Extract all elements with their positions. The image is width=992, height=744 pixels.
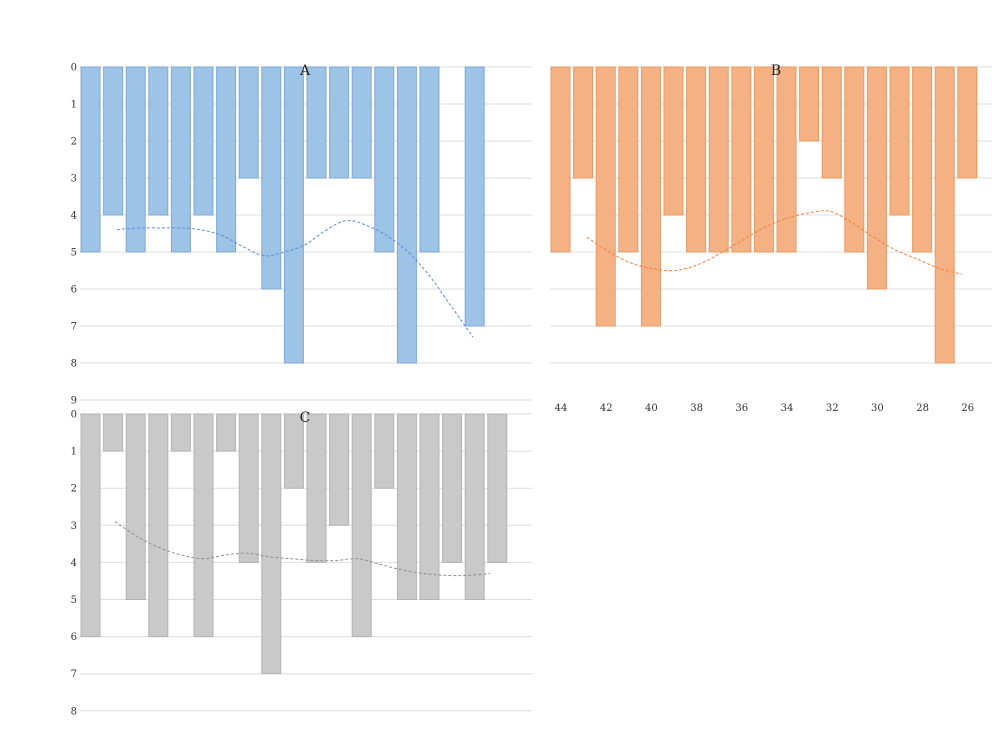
bar [374,66,395,253]
x-tick-label: 44 [555,403,568,414]
y-tick-label: 7 [71,322,77,333]
bar [487,413,508,563]
bar [238,66,259,179]
bar [329,413,350,526]
y-tick-label: 5 [71,595,77,606]
y-tick-label: 2 [71,137,77,148]
y-tick-label: 1 [71,447,77,458]
chart-panel-a: 0 1 2 3 4 5 6 7 8 9 A [71,63,532,407]
x-tick-label: 30 [871,403,884,414]
bar [663,66,684,216]
x-tick-label: 38 [690,403,703,414]
x-tick-label: 26 [961,403,974,414]
y-tick-label: 1 [71,100,77,111]
y-tick-label: 0 [71,410,77,421]
chart-panel-b: 44 42 40 38 36 34 32 30 28 26 B [550,63,992,414]
bar [125,413,146,600]
bar [216,66,237,253]
bar [753,66,774,253]
bar [799,66,820,142]
bar [80,413,101,638]
bar [329,66,350,179]
x-tick-label: 32 [826,403,839,414]
bar [776,66,797,253]
y-tick-label: 6 [71,285,77,296]
bar [934,66,955,364]
bar [866,66,887,290]
bar [80,66,101,253]
x-tick-label: 40 [645,403,658,414]
bar [464,66,485,327]
bar [238,413,259,563]
bar [821,66,842,179]
y-tick-label: 6 [71,632,77,643]
panel-title: A [299,63,311,79]
bar [889,66,910,216]
bar [618,66,639,253]
x-tick-label: 34 [781,403,794,414]
bar [419,66,440,253]
bar [595,66,616,327]
bar [419,413,440,600]
bar [351,66,372,179]
bar [283,413,304,489]
bar [396,66,417,364]
trendline [586,210,963,275]
y-tick-label: 3 [71,521,77,532]
bar [306,66,327,179]
x-tick-label: 42 [600,403,613,414]
bar [103,413,124,452]
y-tick-label: 8 [71,359,77,370]
y-tick-label: 9 [71,396,77,407]
bar [125,66,146,253]
bar [170,413,191,452]
y-tick-label: 5 [71,248,77,259]
bar [550,66,571,253]
bar [573,66,594,179]
bar [216,413,237,452]
bar [708,66,729,253]
panel-title: B [771,63,781,79]
y-tick-label: 7 [71,669,77,680]
bar [170,66,191,253]
y-tick-label: 4 [71,558,77,569]
bar [351,413,372,638]
bar [912,66,933,253]
bar [464,413,485,600]
bar [731,66,752,253]
y-tick-label: 3 [71,174,77,185]
bar [103,66,124,216]
bar [306,413,327,563]
bar [283,66,304,364]
bar [148,66,169,216]
y-tick-label: 8 [71,706,77,717]
bar [193,413,214,638]
bar [261,66,282,290]
panel-title: C [300,410,311,426]
y-tick-label: 0 [71,63,77,74]
bar [374,413,395,489]
bar [148,413,169,638]
y-tick-label: 4 [71,211,77,222]
bar [686,66,707,253]
trendline [116,219,474,338]
trendline [114,521,491,577]
bar [442,413,463,563]
x-tick-label: 36 [735,403,748,414]
bar [640,66,661,327]
bar [261,413,282,675]
y-tick-label: 2 [71,484,77,495]
bar [396,413,417,600]
bar [844,66,865,253]
bar [957,66,978,179]
x-tick-label: 28 [916,403,929,414]
chart-panel-c: 0 1 2 3 4 5 6 7 8 C [71,410,532,717]
bar [193,66,214,216]
